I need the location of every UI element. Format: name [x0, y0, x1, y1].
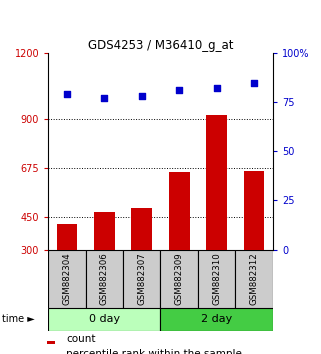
Bar — [235, 250, 273, 308]
Bar — [48, 308, 160, 331]
Bar — [48, 250, 86, 308]
Bar — [244, 171, 265, 315]
Point — [102, 96, 107, 101]
Bar — [160, 250, 198, 308]
Bar — [47, 341, 55, 344]
Point — [64, 92, 69, 97]
Point — [214, 86, 219, 91]
Bar — [132, 208, 152, 315]
Text: percentile rank within the sample: percentile rank within the sample — [66, 349, 242, 354]
Text: GSM882306: GSM882306 — [100, 252, 109, 305]
Bar — [56, 224, 77, 315]
Text: GSM882307: GSM882307 — [137, 252, 146, 305]
Text: GSM882309: GSM882309 — [175, 252, 184, 305]
Bar — [206, 115, 227, 315]
Text: count: count — [66, 335, 96, 344]
Point — [252, 80, 257, 85]
Bar — [160, 308, 273, 331]
Bar — [198, 250, 235, 308]
Bar — [94, 212, 115, 315]
Text: time ►: time ► — [2, 314, 34, 325]
Text: GSM882310: GSM882310 — [212, 252, 221, 305]
Title: GDS4253 / M36410_g_at: GDS4253 / M36410_g_at — [88, 39, 233, 52]
Text: GSM882312: GSM882312 — [250, 252, 259, 305]
Text: 2 day: 2 day — [201, 314, 232, 325]
Text: GSM882304: GSM882304 — [62, 252, 71, 305]
Bar — [169, 172, 189, 315]
Point — [177, 87, 182, 93]
Bar — [123, 250, 160, 308]
Text: 0 day: 0 day — [89, 314, 120, 325]
Point — [139, 93, 144, 99]
Bar — [86, 250, 123, 308]
